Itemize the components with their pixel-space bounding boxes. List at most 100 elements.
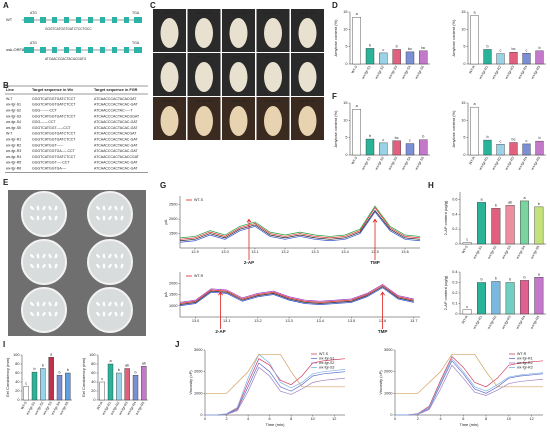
y-tick-label: 0 (390, 413, 392, 417)
significance-letter: bc (395, 136, 399, 140)
panel-label: D (332, 1, 338, 10)
legend-label: wx-fgr-S2 (319, 361, 334, 365)
x-tick-label: wx-fgr-R4 (126, 401, 137, 416)
y-tick-label: 5 (345, 45, 347, 49)
seed (102, 311, 106, 317)
panel-label: I (3, 340, 5, 349)
bar (509, 142, 518, 156)
rice-grain (298, 106, 317, 136)
x-tick-label: 13.6 (401, 250, 408, 254)
seed (36, 301, 40, 307)
seed (54, 311, 58, 317)
table-cell: ATCAACCCACTACACGGAT (94, 114, 140, 118)
bar (107, 363, 114, 401)
table-header: Line (6, 88, 14, 92)
photo-label: WT-S (165, 11, 174, 15)
x-tick-label: wx-fgr-S3 (388, 156, 399, 171)
y-tick-label: 2000 (169, 281, 177, 285)
seed (48, 301, 52, 307)
seed (102, 263, 106, 269)
bar (116, 372, 122, 401)
petri-dish (87, 239, 133, 285)
significance-letter: a (473, 102, 476, 106)
photo-label: wx-fgr-R3 (265, 55, 280, 59)
significance-letter: c (466, 238, 468, 242)
bar (392, 140, 401, 156)
table-cell: wx-fgr-S1 (6, 103, 21, 107)
table-cell: ATCAACCCACTACAC-GAT (94, 149, 138, 153)
seed (54, 301, 58, 307)
bar (56, 375, 63, 401)
bar (352, 17, 361, 65)
legend-label: wx-fgr-S3 (319, 365, 334, 369)
significance-letter: b (369, 134, 371, 138)
table-cell: GGGTCATGGT-----CCT (32, 161, 70, 165)
x-tick-label: 12 (529, 417, 533, 421)
x-tick-label: 13.5 (348, 319, 355, 323)
rice-grain (229, 106, 248, 136)
bar (462, 309, 472, 315)
y-axis-label: pA (163, 292, 168, 297)
legend-label: WT-R (517, 352, 527, 356)
seed (30, 254, 34, 258)
significance-letter: a (109, 359, 112, 363)
seed (108, 215, 112, 221)
table-cell: W-T (6, 97, 13, 101)
photo-label: wx-fgr-S3 (266, 11, 281, 15)
bar (522, 53, 531, 65)
x-tick-label: wx-fgr-S4 (401, 156, 412, 171)
significance-letter: b (422, 135, 424, 139)
y-tick-label: 20 (15, 389, 19, 393)
x-tick-label: wx-fgr-R1 (472, 315, 483, 330)
significance-letter: c (382, 48, 384, 52)
x-tick-label: wx-fgr-R1 (101, 401, 112, 416)
significance-letter: c (466, 305, 468, 309)
seed (108, 301, 112, 307)
significance-letter: b (538, 136, 540, 140)
x-tick-label: wx-fgr-R5 (135, 401, 146, 416)
table-cell: ATCAACCCACTACAC-GAT (94, 167, 138, 171)
seed (120, 263, 124, 269)
legend-label: WT-S (319, 352, 329, 356)
arrow-head (246, 218, 252, 223)
arrow-head (380, 291, 385, 296)
panel-label: E (3, 178, 9, 187)
series-line (395, 353, 543, 394)
table-cell: ATCAACCCACTACACCGAT (94, 155, 140, 159)
x-tick-label: WT-S (20, 400, 28, 410)
x-tick-label: 13.2 (254, 319, 261, 323)
x-tick-label: 13.4 (341, 250, 348, 254)
x-axis-label: Time (min) (266, 422, 286, 427)
y-tick-label: 0 (455, 242, 457, 246)
y-tick-label: 5 (345, 136, 347, 140)
x-tick-label: 4 (439, 417, 441, 421)
gene-name: WT (6, 17, 13, 22)
seed (120, 253, 124, 259)
seed (108, 263, 112, 269)
y-tick-label: 10 (461, 118, 465, 122)
exon (76, 47, 81, 53)
significance-letter: a (356, 104, 359, 108)
x-tick-label: wx-fgr-R2 (491, 65, 502, 80)
exon (134, 47, 142, 53)
arrow-head (372, 218, 378, 223)
exon (88, 47, 93, 53)
significance-letter: b (523, 275, 525, 279)
x-tick-label: wx-fgr-R3 (504, 156, 515, 171)
x-tick-label: 13.0 (221, 250, 228, 254)
x-tick-label: wx-fgr-R5 (530, 315, 541, 330)
bar (392, 49, 401, 65)
x-tick-label: WT-S (351, 64, 359, 74)
y-tick-label: 2000 (194, 370, 202, 374)
y-axis-label: 2-AP content (ug/g) (443, 275, 448, 310)
exon (52, 47, 57, 53)
x-tick-label: wx-fgr-S1 (361, 156, 372, 171)
panel-label: F (332, 92, 337, 101)
bar (23, 386, 29, 401)
bar (491, 208, 501, 245)
significance-letter: b (509, 278, 511, 282)
table-cell: GGGTCATGGT------CCT (32, 126, 71, 130)
exon (24, 47, 34, 53)
significance-letter: c (25, 382, 27, 386)
bar (31, 371, 38, 401)
